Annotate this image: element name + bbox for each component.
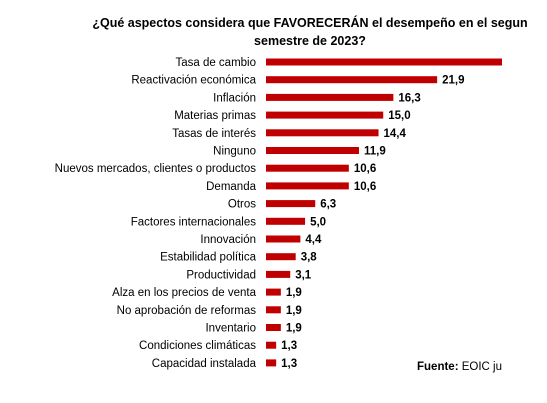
value-labels: 21,9 16,3 15,0 14,4 11,9 10,6 10,6 6,3 5,0 4,4 3,8… [281,75,464,370]
value-label: 4,4 [305,234,322,246]
category-label: Inventario [205,323,256,335]
bar [266,200,316,208]
value-label: 21,9 [442,75,464,87]
bar [266,182,349,190]
value-label: 3,8 [301,252,318,264]
category-label: Productividad [186,269,256,281]
value-label: 14,4 [384,128,407,140]
value-label: 11,9 [364,146,386,158]
value-label: 3,1 [295,269,312,281]
source-label: Fuente: [417,361,459,373]
category-label: Condiciones climáticas [139,340,256,352]
category-label: Demanda [206,181,256,193]
category-label: No aprobación de reformas [117,305,257,317]
source-note: Fuente: EOIC ju [417,361,502,373]
value-label: 15,0 [388,110,410,122]
bar [266,359,277,367]
bars [266,58,502,367]
category-label: Estabilidad política [160,252,256,264]
category-label: Nuevos mercados, clientes o productos [55,163,257,175]
value-label: 1,3 [281,358,297,370]
value-label: 10,6 [354,163,376,175]
category-label: Reactivación económica [131,75,256,87]
bar [266,111,384,119]
bar [266,147,359,154]
category-label: Tasa de cambio [175,57,256,69]
bar [266,324,281,331]
value-label: 1,9 [286,287,302,299]
category-label: Ninguno [213,146,256,158]
category-label: Alza en los precios de venta [112,287,256,299]
category-label: Capacidad instalada [152,358,257,370]
value-label: 1,9 [286,323,302,335]
category-label: Otros [228,199,256,211]
bar [266,164,349,172]
bar [266,76,438,84]
bar [266,235,301,243]
bar [266,58,502,66]
chart-title: ¿Qué aspectos considera que FAVORECERÁN … [92,16,528,48]
value-label: 1,9 [286,305,302,317]
category-label: Innovación [200,234,256,246]
category-label: Inflación [213,92,256,104]
value-label: 10,6 [354,181,376,193]
bar [266,306,281,314]
source-text: EOIC ju [461,361,502,373]
category-label: Factores internacionales [131,216,257,228]
bar [266,93,394,101]
bar [266,288,281,296]
bar [266,129,379,137]
value-label: 5,0 [310,216,326,228]
bar [266,217,306,225]
bar [266,253,296,261]
category-label: Tasas de interés [172,128,256,140]
value-label: 6,3 [320,199,336,211]
category-label: Materias primas [174,110,256,122]
category-labels: Tasa de cambio Reactivación económica Infl… [55,57,257,370]
value-label: 16,3 [398,92,420,104]
bar [266,341,277,349]
bar [266,270,291,278]
value-label: 1,3 [281,340,297,352]
